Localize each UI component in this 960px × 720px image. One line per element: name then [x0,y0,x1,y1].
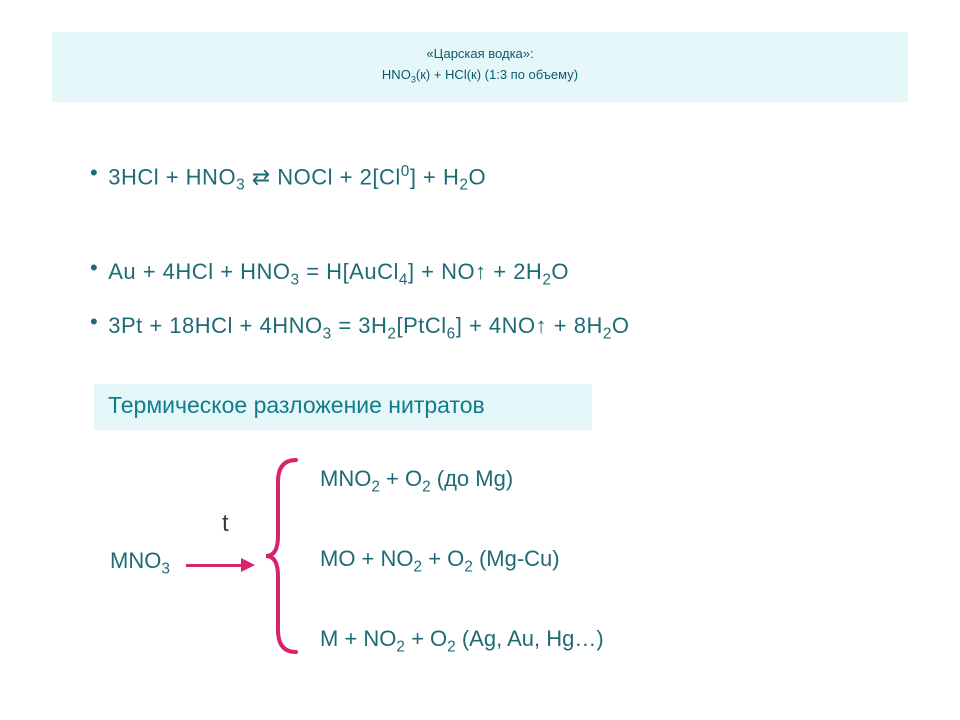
bullet-icon: • [90,255,98,281]
curly-brace-icon [264,458,304,654]
product-line: MNO2 + O2 (до Mg) [320,466,513,496]
equation-row: • 3HCl + HNO3 ⇄ NOCl + 2[Cl0] + H2O [90,160,870,197]
reaction-arrow-icon [186,558,256,572]
reactant-label: MNO3 [110,548,170,578]
equation-text: 3Pt + 18HCl + 4HNO3 = 3H2[PtCl6] + 4NO↑ … [108,309,629,346]
equation-text: 3HCl + HNO3 ⇄ NOCl + 2[Cl0] + H2O [108,160,486,197]
equation-text: Au + 4HCl + HNO3 = H[AuCl4] + NO↑ + 2H2O [108,255,569,292]
product-line: MO + NO2 + O2 (Mg-Cu) [320,546,560,576]
equation-row: • Au + 4HCl + HNO3 = H[AuCl4] + NO↑ + 2H… [90,255,870,292]
title-band: «Царская водка»: HNO3(к) + HCl(к) (1:3 п… [52,32,908,102]
condition-label: t [222,510,229,538]
title-line2: HNO3(к) + HCl(к) (1:3 по объему) [52,67,908,85]
bullet-icon: • [90,160,98,186]
equations-block: • 3HCl + HNO3 ⇄ NOCl + 2[Cl0] + H2O • Au… [90,160,870,364]
equation-row: • 3Pt + 18HCl + 4HNO3 = 3H2[PtCl6] + 4NO… [90,309,870,346]
bullet-icon: • [90,309,98,335]
product-line: M + NO2 + O2 (Ag, Au, Hg…) [320,626,604,656]
decomposition-diagram: MNO3 t MNO2 + O2 (до Mg) MO + NO2 + O2 (… [110,454,870,674]
subheading-band: Термическое разложение нитратов [94,384,592,430]
title-line1: «Царская водка»: [52,46,908,61]
